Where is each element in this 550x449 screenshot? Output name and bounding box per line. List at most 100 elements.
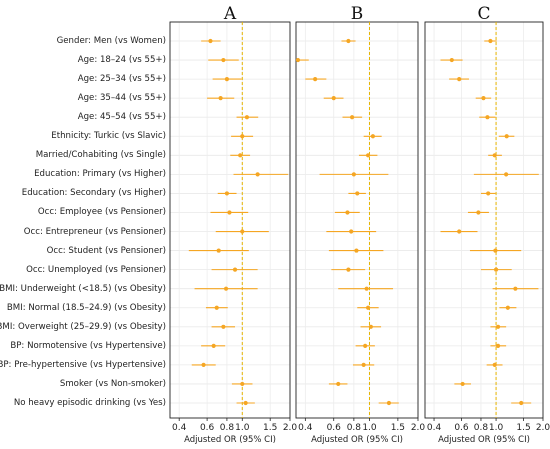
row-label: Occ: Student (vs Pensioner) <box>46 245 166 256</box>
or-point <box>495 343 501 348</box>
or-point <box>214 305 219 310</box>
or-point <box>208 38 213 44</box>
or-point <box>240 134 245 139</box>
or-point <box>238 153 243 158</box>
or-point <box>457 229 462 234</box>
panel-title: A <box>223 4 237 24</box>
or-point <box>368 324 373 329</box>
or-point <box>457 77 462 82</box>
or-point <box>240 381 245 387</box>
row-label: Age: 18–24 (vs 55+) <box>77 55 166 66</box>
or-point <box>495 324 501 329</box>
panel-frame <box>424 21 544 419</box>
x-tick-label: 0.6 <box>327 423 342 433</box>
or-point <box>365 305 371 310</box>
row-label: BP: Normotensive (vs Hypertensive) <box>10 340 166 351</box>
row-label: No heavy episodic drinking (vs Yes) <box>13 398 166 408</box>
row-label: Age: 45–54 (vs 55+) <box>77 112 166 123</box>
x-tick-label: 1.5 <box>391 423 405 433</box>
or-point <box>488 38 493 44</box>
panel-title: B <box>351 4 364 24</box>
or-point <box>216 248 221 253</box>
or-point <box>485 115 490 120</box>
x-tick-label: 1.0 <box>362 423 377 433</box>
row-label: Occ: Entrepreneur (vs Pensioner) <box>23 226 166 237</box>
or-point <box>336 381 341 387</box>
x-tick-label: 0.6 <box>200 423 215 433</box>
row-label: Education: Secondary (vs Higher) <box>21 188 166 199</box>
or-point <box>460 381 465 387</box>
or-point <box>218 96 223 101</box>
or-point <box>354 248 359 253</box>
x-axis-label: Adjusted OR (95% CI) <box>438 435 530 445</box>
or-point <box>504 172 509 177</box>
or-point <box>363 343 368 348</box>
or-point <box>361 362 366 367</box>
x-tick-label: 0.4 <box>298 423 313 433</box>
x-tick-label: 0.4 <box>427 423 442 433</box>
or-point <box>505 305 510 310</box>
x-tick-label: 1.0 <box>235 423 250 433</box>
or-point <box>519 400 524 406</box>
or-point <box>224 77 230 82</box>
or-point <box>227 210 232 215</box>
x-tick-label: 0.4 <box>172 423 187 433</box>
or-point <box>513 286 518 291</box>
row-label: Gender: Men (vs Women) <box>56 36 166 46</box>
row-label: BMI: Normal (18.5–24.9) (vs Obesity) <box>6 302 166 313</box>
or-point <box>345 210 350 215</box>
or-point <box>240 229 245 234</box>
row-label: Education: Primary (vs Higher) <box>34 169 166 180</box>
x-tick-label: 2.0 <box>536 423 550 433</box>
x-axis-label: Adjusted OR (95% CI) <box>311 435 403 445</box>
or-point <box>346 267 351 272</box>
or-point <box>351 172 356 177</box>
x-tick-label: 0.6 <box>454 423 469 433</box>
row-label: Ethnicity: Turkic (vs Slavic) <box>51 131 166 142</box>
or-point <box>492 362 497 367</box>
row-label: Age: 35–44 (vs 55+) <box>77 93 166 104</box>
or-point <box>493 267 499 272</box>
panel-frame <box>295 21 419 419</box>
x-tick-label: 0.8 <box>220 423 235 433</box>
row-label: Occ: Employee (vs Pensioner) <box>37 207 166 218</box>
or-point <box>349 229 354 234</box>
or-point <box>386 400 392 406</box>
or-point <box>481 96 486 101</box>
row-label: Age: 25–34 (vs 55+) <box>77 74 166 85</box>
x-tick-label: 0.8 <box>347 423 362 433</box>
or-point <box>313 77 318 82</box>
or-point <box>221 57 226 63</box>
row-label: BMI: Overweight (25–29.9) (vs Obesity) <box>0 321 166 332</box>
or-point <box>224 191 230 196</box>
or-point <box>476 210 481 215</box>
or-point <box>355 191 360 196</box>
row-label: BMI: Underweight (<18.5) (vs Obesity) <box>0 283 166 294</box>
or-point <box>243 400 248 406</box>
x-tick-label: 2.0 <box>411 423 426 433</box>
or-point <box>492 153 497 158</box>
x-axis-label: Adjusted OR (95% CI) <box>184 435 276 445</box>
or-point <box>331 96 336 101</box>
x-tick-label: 1.0 <box>489 423 504 433</box>
or-point <box>370 134 375 139</box>
or-point <box>504 134 509 139</box>
or-point <box>365 153 371 158</box>
row-label: BP: Pre-hypertensive (vs Hypertensive) <box>0 359 166 370</box>
row-label: Occ: Unemployed (vs Pensioner) <box>26 264 166 275</box>
or-point <box>295 57 301 63</box>
or-point <box>211 343 216 348</box>
or-point <box>232 267 238 272</box>
x-tick-label: 0.8 <box>474 423 489 433</box>
or-point <box>486 191 491 196</box>
or-point <box>223 286 229 291</box>
x-tick-label: 2.0 <box>283 423 298 433</box>
panel-title: C <box>477 4 490 24</box>
x-tick-label: 1.5 <box>516 423 530 433</box>
row-label: Smoker (vs Non-smoker) <box>59 378 166 389</box>
or-point <box>346 38 351 44</box>
or-point <box>364 286 369 291</box>
panel-frame <box>169 21 291 419</box>
or-point <box>201 362 206 367</box>
